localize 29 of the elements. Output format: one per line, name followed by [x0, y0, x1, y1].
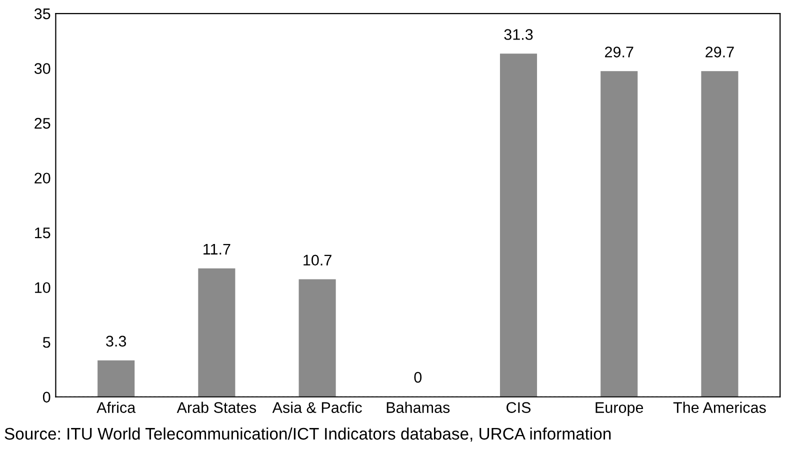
y-tick-label: 25 [34, 118, 50, 129]
bar [500, 54, 538, 397]
data-label: 31.3 [504, 29, 533, 40]
bar [600, 71, 638, 397]
source-note: Source: ITU World Telecommunication/ICT Indicators database, URCA information [4, 427, 611, 442]
bar [98, 360, 135, 397]
data-label: 0 [414, 372, 422, 383]
y-tick-label: 10 [35, 282, 50, 294]
data-label: 10.7 [304, 254, 332, 266]
y-tick-label: 0 [42, 392, 50, 403]
bar [298, 279, 336, 397]
y-tick-label: 35 [34, 8, 50, 20]
data-label: 29.7 [605, 46, 634, 58]
x-tick-label: CIS [506, 402, 531, 413]
y-tick-label: 5 [42, 337, 50, 348]
x-tick-label: Bahamas [386, 402, 450, 413]
y-tick-label: 20 [34, 172, 50, 184]
x-tick-label: Europe [596, 402, 644, 416]
x-tick-label: The Americas [673, 402, 766, 413]
x-tick-label: Asia & Pacfic [272, 402, 362, 413]
data-label: 11.7 [204, 244, 230, 254]
data-label: 29.7 [706, 46, 734, 58]
data-label: 3.3 [106, 336, 126, 347]
bar [701, 71, 738, 397]
y-tick-label: 30 [34, 63, 50, 74]
bar [198, 268, 236, 397]
x-tick-label: Arab States [176, 402, 256, 413]
x-tick-label: Africa [96, 402, 136, 413]
y-tick-label: 15 [35, 228, 50, 238]
